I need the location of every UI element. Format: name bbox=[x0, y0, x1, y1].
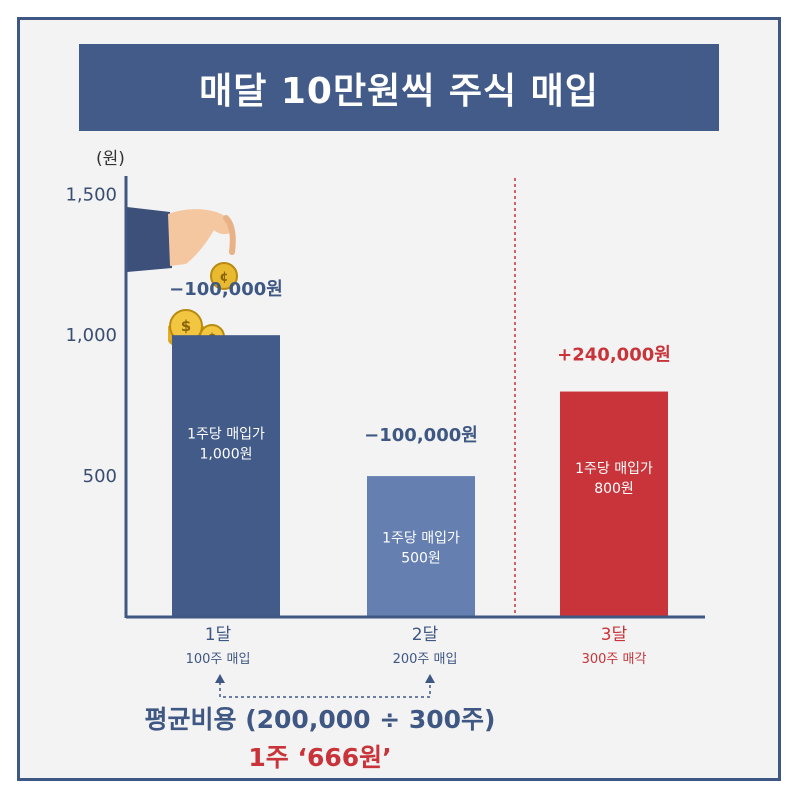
x-category-label: 2달 bbox=[412, 625, 439, 645]
bar bbox=[367, 476, 475, 617]
bar-value-label: 500원 bbox=[401, 551, 441, 567]
hand-icon bbox=[127, 207, 236, 272]
y-tick-label: 1,500 bbox=[65, 184, 117, 205]
change-annotation: +240,000원 bbox=[557, 345, 671, 366]
bar-label: 1주당 매입가 bbox=[187, 426, 265, 442]
svg-text:¢: ¢ bbox=[219, 270, 228, 285]
y-tick-label: 500 bbox=[83, 466, 117, 487]
x-category-label: 1달 bbox=[205, 625, 232, 645]
bar bbox=[172, 335, 280, 617]
bar-label: 1주당 매입가 bbox=[382, 531, 460, 547]
coin-falling-icon: ¢ bbox=[210, 262, 238, 290]
x-category-sublabel: 100주 매입 bbox=[186, 652, 251, 667]
svg-text:$: $ bbox=[181, 317, 191, 335]
average-cost-label: 평균비용 (200,000 ÷ 300주) bbox=[144, 705, 496, 734]
change-annotation: −100,000원 bbox=[364, 425, 478, 446]
change-annotation: −100,000원 bbox=[169, 279, 283, 300]
chart-title: 매달 10만원씩 주식 매입 bbox=[79, 44, 719, 131]
y-tick-label: 1,000 bbox=[65, 325, 117, 346]
x-category-label: 3달 bbox=[601, 625, 628, 645]
bar-value-label: 800원 bbox=[594, 481, 634, 497]
bar-label: 1주당 매입가 bbox=[575, 461, 653, 477]
bar-value-label: 1,000원 bbox=[200, 446, 253, 462]
average-bracket bbox=[215, 674, 435, 698]
average-cost-value: 1주 ‘666원’ bbox=[248, 743, 392, 772]
bar bbox=[560, 391, 668, 617]
x-category-sublabel: 200주 매입 bbox=[393, 652, 458, 667]
y-unit-label: (원) bbox=[96, 149, 125, 169]
x-category-sublabel: 300주 매각 bbox=[582, 652, 647, 667]
